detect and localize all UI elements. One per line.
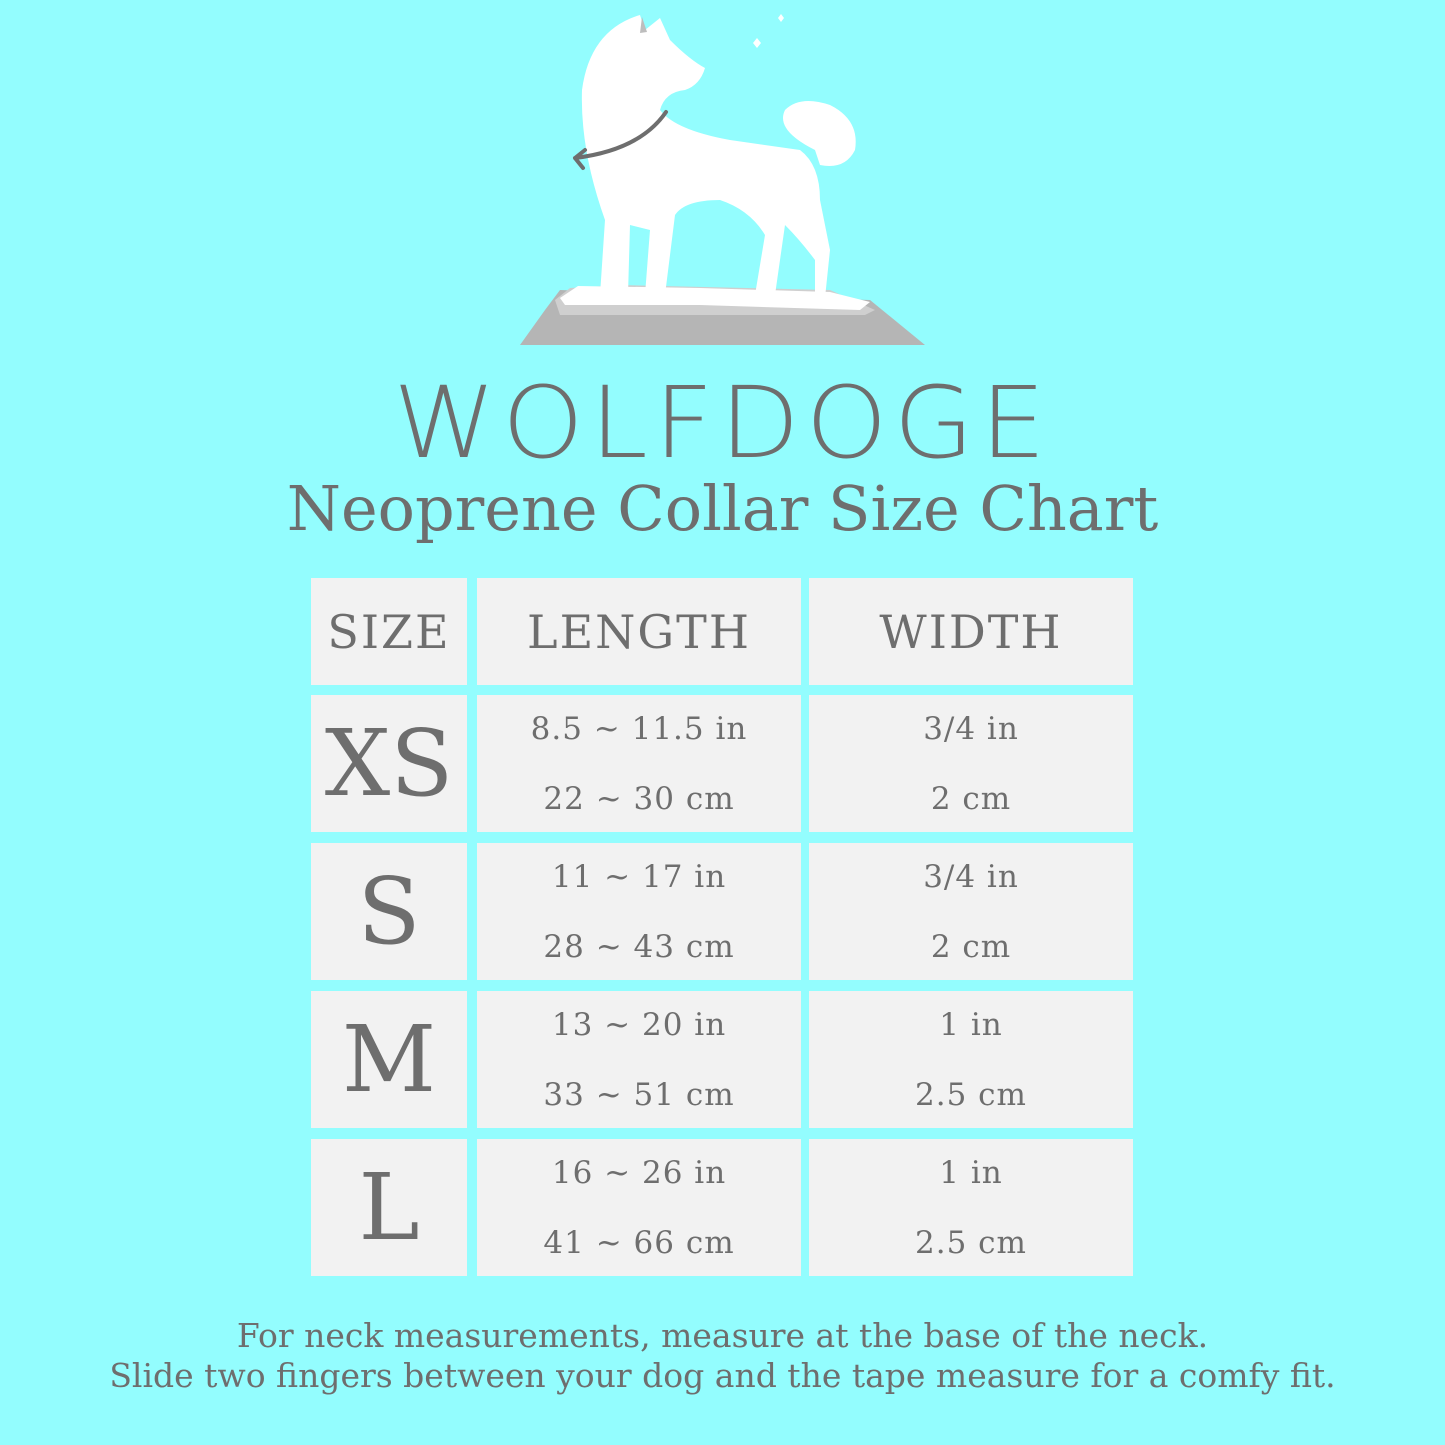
snow-ledge — [560, 286, 870, 310]
width-in: 3/4 in — [923, 710, 1019, 747]
width-cell: 3/4 in 2 cm — [809, 695, 1133, 832]
width-cell: 1 in 2.5 cm — [809, 1139, 1133, 1276]
width-cell: 3/4 in 2 cm — [809, 843, 1133, 980]
width-in: 1 in — [939, 1006, 1003, 1043]
length-in: 13 ~ 20 in — [551, 1006, 727, 1043]
length-cell: 8.5 ~ 11.5 in 22 ~ 30 cm — [477, 695, 801, 832]
header-width: WIDTH — [809, 578, 1133, 685]
length-in: 11 ~ 17 in — [551, 858, 727, 895]
width-cell: 1 in 2.5 cm — [809, 991, 1133, 1128]
length-in: 8.5 ~ 11.5 in — [530, 710, 748, 747]
length-in: 16 ~ 26 in — [551, 1154, 727, 1191]
header-size: SIZE — [311, 578, 467, 685]
size-label: XS — [311, 695, 467, 832]
footer-line: Slide two fingers between your dog and t… — [109, 1356, 1336, 1395]
width-in: 1 in — [939, 1154, 1003, 1191]
width-cm: 2 cm — [930, 928, 1012, 965]
length-cm: 22 ~ 30 cm — [543, 780, 735, 817]
size-label: M — [311, 991, 467, 1128]
brand-title: WOLFDOGE — [393, 365, 1052, 481]
length-cm: 28 ~ 43 cm — [543, 928, 735, 965]
collar-arrow — [573, 110, 668, 170]
size-label: L — [311, 1139, 467, 1276]
dog-body — [581, 15, 830, 298]
length-cell: 11 ~ 17 in 28 ~ 43 cm — [477, 843, 801, 980]
footer-note: For neck measurements, measure at the ba… — [0, 1316, 1445, 1396]
length-cm: 41 ~ 66 cm — [543, 1224, 735, 1261]
header-length: LENGTH — [477, 578, 801, 685]
dog-ear — [640, 17, 647, 33]
width-cm: 2.5 cm — [915, 1224, 1027, 1261]
width-cm: 2 cm — [930, 780, 1012, 817]
sparkle-icon — [753, 14, 784, 48]
dog-tail — [783, 101, 856, 166]
length-cm: 33 ~ 51 cm — [543, 1076, 735, 1113]
width-in: 3/4 in — [923, 858, 1019, 895]
wolfdog-logo-illustration — [520, 14, 925, 345]
footer-line: For neck measurements, measure at the ba… — [236, 1316, 1209, 1355]
width-cm: 2.5 cm — [915, 1076, 1027, 1113]
length-cell: 16 ~ 26 in 41 ~ 66 cm — [477, 1139, 801, 1276]
length-cell: 13 ~ 20 in 33 ~ 51 cm — [477, 991, 801, 1128]
size-label: S — [311, 843, 467, 980]
page-subtitle: Neoprene Collar Size Chart — [286, 472, 1159, 545]
